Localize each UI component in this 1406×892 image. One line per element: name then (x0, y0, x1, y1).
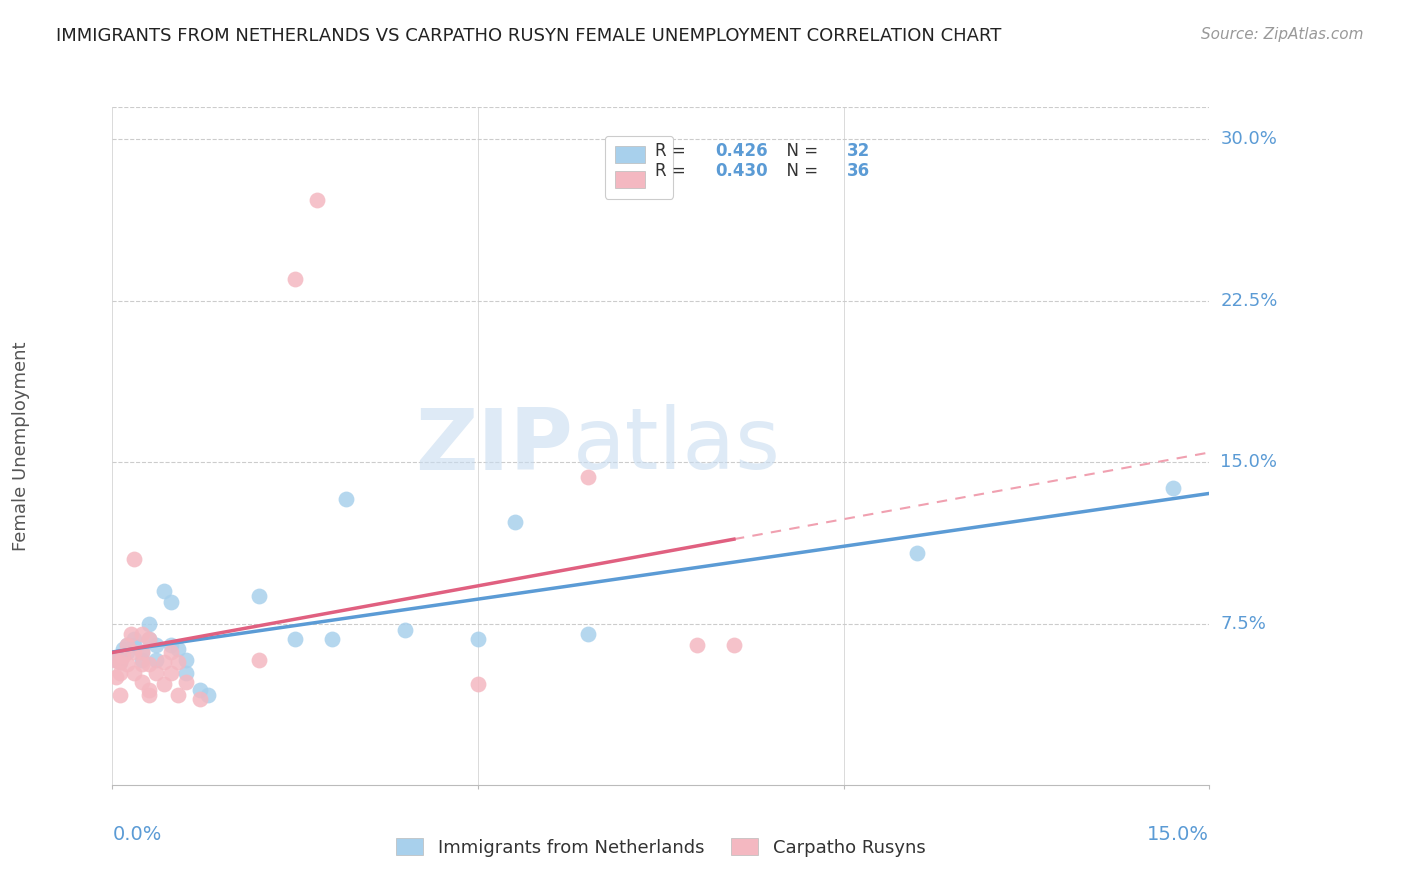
Point (197, 688, 219, 702)
Text: 0.426: 0.426 (716, 142, 768, 160)
Text: 0.0%: 0.0% (112, 825, 162, 844)
Point (160, 638, 183, 652)
Point (167, 642, 190, 657)
Text: 0.430: 0.430 (716, 162, 768, 180)
Point (1161, 481, 1184, 495)
Point (160, 595, 183, 609)
Point (131, 653, 153, 667)
Point (112, 648, 135, 663)
Point (108, 688, 131, 702)
Text: N =: N = (776, 162, 824, 180)
Point (576, 627, 599, 641)
Point (160, 666, 183, 681)
Point (124, 666, 146, 681)
Text: Source: ZipAtlas.com: Source: ZipAtlas.com (1201, 27, 1364, 42)
Point (124, 552, 146, 566)
Point (115, 644, 138, 658)
Text: Female Unemployment: Female Unemployment (13, 342, 30, 550)
Point (321, 632, 343, 646)
Point (145, 653, 167, 667)
Text: 22.5%: 22.5% (1220, 292, 1278, 310)
Point (467, 677, 489, 691)
Point (284, 272, 307, 286)
Point (145, 666, 167, 681)
Point (131, 657, 153, 672)
Text: 7.5%: 7.5% (1220, 615, 1267, 632)
Point (105, 653, 128, 667)
Text: IMMIGRANTS FROM NETHERLANDS VS CARPATHO RUSYN FEMALE UNEMPLOYMENT CORRELATION CH: IMMIGRANTS FROM NETHERLANDS VS CARPATHO … (56, 27, 1001, 45)
Point (131, 674, 153, 689)
Point (335, 491, 357, 506)
Text: N =: N = (776, 142, 824, 160)
Point (152, 655, 174, 669)
Text: 15.0%: 15.0% (1220, 453, 1278, 471)
Text: 32: 32 (848, 142, 870, 160)
Text: R =: R = (655, 162, 692, 180)
Point (131, 644, 153, 658)
Point (394, 623, 416, 637)
Point (167, 655, 190, 669)
Point (284, 632, 307, 646)
Point (152, 677, 174, 691)
Text: R =: R = (655, 142, 692, 160)
Point (138, 632, 160, 646)
Point (138, 688, 160, 702)
Point (247, 589, 270, 603)
Point (174, 674, 197, 689)
Text: 30.0%: 30.0% (1220, 130, 1277, 148)
Point (467, 632, 489, 646)
Point (131, 627, 153, 641)
Point (115, 638, 138, 652)
Legend: Immigrants from Netherlands, Carpatho Rusyns: Immigrants from Netherlands, Carpatho Ru… (389, 830, 932, 864)
Point (120, 627, 142, 641)
Point (105, 670, 128, 684)
Point (174, 653, 197, 667)
Point (723, 638, 745, 652)
Point (131, 644, 153, 658)
Point (108, 655, 131, 669)
Point (124, 632, 146, 646)
Point (307, 193, 329, 207)
Text: ZIP: ZIP (415, 404, 574, 488)
Point (160, 644, 183, 658)
Point (112, 642, 135, 657)
Point (138, 657, 160, 672)
Point (115, 657, 138, 672)
Point (188, 691, 211, 706)
Point (138, 632, 160, 646)
Text: 36: 36 (848, 162, 870, 180)
Point (905, 545, 928, 559)
Point (108, 666, 131, 681)
Point (188, 683, 211, 698)
Point (108, 655, 131, 669)
Point (686, 638, 709, 652)
Point (124, 644, 146, 658)
Point (115, 638, 138, 652)
Point (145, 638, 167, 652)
Point (124, 638, 146, 652)
Text: 15.0%: 15.0% (1147, 825, 1209, 844)
Point (167, 688, 190, 702)
Point (503, 516, 526, 530)
Point (108, 648, 131, 663)
Point (174, 666, 197, 681)
Point (247, 653, 270, 667)
Point (138, 683, 160, 698)
Text: atlas: atlas (574, 404, 782, 488)
Point (103, 653, 125, 667)
Point (576, 470, 599, 484)
Point (138, 616, 160, 631)
Point (152, 584, 174, 599)
